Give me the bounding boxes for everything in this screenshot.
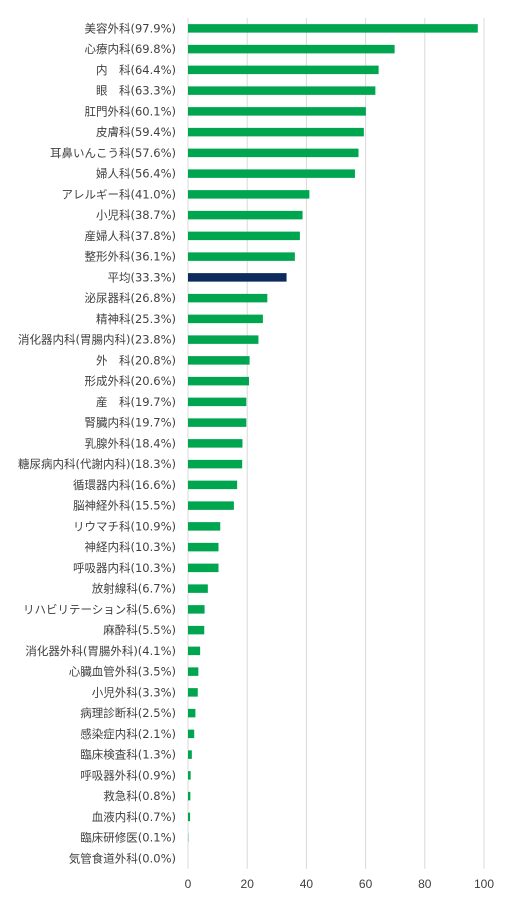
x-tick-label: 60 — [359, 877, 373, 891]
bar-average — [188, 273, 287, 282]
bar — [188, 812, 191, 822]
category-label: 麻酔科(5.5%) — [103, 623, 176, 637]
category-label: 皮膚科(59.4%) — [96, 125, 176, 139]
category-label: 内 科(64.4%) — [96, 63, 176, 77]
bar — [188, 293, 268, 303]
bar — [188, 480, 238, 490]
bar — [188, 24, 478, 33]
bar — [188, 148, 359, 158]
category-label: 放射線科(6.7%) — [92, 582, 176, 596]
bar — [188, 376, 249, 386]
category-label: 呼吸器外科(0.9%) — [80, 768, 176, 782]
category-label: 循環器内科(16.6%) — [73, 478, 176, 492]
category-label: アレルギー科(41.0%) — [61, 187, 176, 201]
bar — [188, 750, 192, 759]
bar — [188, 625, 205, 635]
bar — [188, 356, 250, 365]
category-label: 脳神経外科(15.5%) — [73, 499, 176, 513]
category-label: 整形外科(36.1%) — [84, 250, 176, 264]
category-label: 腎臓内科(19.7%) — [84, 416, 176, 430]
category-label: 病理診断科(2.5%) — [80, 706, 176, 720]
category-label: 気管食道外科(0.0%) — [69, 851, 176, 865]
category-label: 救急科(0.8%) — [103, 789, 176, 803]
category-label: 婦人科(56.4%) — [96, 167, 176, 181]
category-label: 形成外科(20.6%) — [84, 374, 176, 388]
x-axis-ticks: 0 20 40 60 80 100 — [185, 877, 495, 891]
category-label: 小児外科(3.3%) — [92, 685, 176, 699]
bar — [188, 231, 300, 241]
bar — [188, 439, 243, 448]
bar — [188, 688, 198, 697]
category-label: 乳腺外科(18.4%) — [84, 436, 176, 450]
category-label: 美容外科(97.9%) — [84, 21, 176, 35]
bar — [188, 418, 247, 427]
category-label: リウマチ科(10.9%) — [73, 519, 176, 533]
category-label: 眼 科(63.3%) — [96, 84, 176, 98]
category-label: 耳鼻いんこう科(57.6%) — [50, 146, 176, 160]
category-label: 感染症内科(2.1%) — [80, 727, 176, 741]
gridlines — [187, 18, 485, 869]
category-label: 臨床研修医(0.1%) — [80, 831, 176, 845]
bar — [188, 169, 355, 178]
bar — [188, 771, 191, 780]
bar — [188, 459, 243, 469]
category-label: 平均(33.3%) — [107, 270, 176, 284]
category-label: 糖尿病内科(代謝内科)(18.3%) — [18, 457, 176, 471]
x-tick-label: 80 — [418, 877, 432, 891]
category-label: 心臓血管外科(3.5%) — [69, 665, 176, 679]
category-label: リハビリテーション科(5.6%) — [23, 602, 176, 616]
bar — [188, 397, 247, 407]
bar — [188, 729, 195, 739]
bar — [188, 335, 259, 344]
bar — [188, 584, 208, 593]
bar — [188, 314, 263, 324]
bar — [188, 65, 379, 75]
category-label: 消化器内科(胃腸内科)(23.8%) — [18, 333, 176, 347]
x-tick-label: 0 — [185, 877, 192, 891]
bar — [188, 522, 221, 531]
bar — [188, 127, 364, 137]
category-label: 産 科(19.7%) — [96, 395, 176, 409]
category-label: 泌尿器科(26.8%) — [84, 291, 176, 305]
category-label: 肛門外科(60.1%) — [84, 104, 176, 118]
bar — [188, 708, 196, 718]
category-label: 血液内科(0.7%) — [92, 810, 176, 824]
bar — [188, 107, 366, 116]
category-label: 産婦人科(37.8%) — [84, 229, 176, 243]
bar — [188, 501, 234, 510]
category-label: 心療内科(69.8%) — [84, 42, 176, 56]
category-label: 外 科(20.8%) — [96, 353, 176, 367]
bar — [188, 542, 219, 552]
bar — [188, 210, 303, 220]
bar — [188, 86, 376, 95]
category-label: 神経内科(10.3%) — [84, 540, 176, 554]
bar — [188, 190, 310, 199]
x-tick-label: 20 — [241, 877, 255, 891]
bar — [188, 646, 201, 656]
category-label: 呼吸器内科(10.3%) — [73, 561, 176, 575]
category-label: 精神科(25.3%) — [96, 312, 176, 326]
bar — [188, 563, 219, 573]
category-label: 臨床検査科(1.3%) — [80, 748, 176, 762]
bars — [188, 24, 478, 842]
category-label: 小児科(38.7%) — [96, 208, 176, 222]
category-label: 消化器外科(胃腸外科)(4.1%) — [25, 644, 176, 658]
x-tick-label: 40 — [300, 877, 314, 891]
category-labels: 美容外科(97.9%) 心療内科(69.8%) 内 科(64.4%) 眼 科(63.3… — [18, 21, 176, 865]
x-tick-label: 100 — [474, 877, 494, 891]
bar — [188, 252, 295, 261]
bar — [188, 44, 395, 54]
bar — [188, 605, 205, 614]
bar — [188, 791, 191, 801]
bar — [188, 667, 199, 676]
